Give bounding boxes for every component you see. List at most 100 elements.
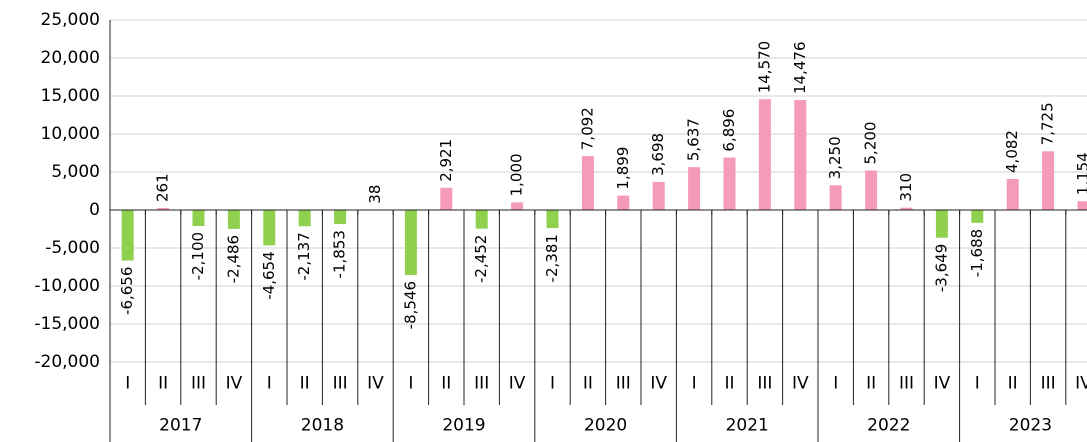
x-tick-label: III [616, 374, 631, 394]
bar [581, 156, 594, 210]
bar [1006, 178, 1019, 210]
bar [758, 99, 771, 210]
value-label: 261 [154, 173, 172, 202]
bar [900, 207, 913, 210]
x-tick-label: IV [650, 374, 667, 394]
x-tick-label: I [125, 374, 130, 394]
x-tick-label: II [441, 374, 451, 394]
y-tick-label: 5,000 [51, 162, 100, 182]
value-label: 3,250 [826, 136, 844, 179]
x-tick-label: IV [367, 374, 384, 394]
value-label: -8,546 [401, 281, 419, 329]
value-label: 1,000 [508, 153, 526, 196]
x-tick-label: III [191, 374, 206, 394]
value-label: 3,698 [649, 133, 667, 176]
y-tick-label: -5,000 [45, 238, 100, 258]
y-tick-label: 0 [89, 200, 100, 220]
group-label: 2017 [159, 416, 202, 436]
x-tick-label: II [583, 374, 593, 394]
value-label: 14,570 [755, 41, 773, 94]
y-tick-label: 15,000 [41, 86, 100, 106]
bar [794, 99, 807, 210]
value-label: -2,381 [543, 234, 561, 282]
bar [121, 210, 134, 261]
value-label: -2,486 [224, 235, 242, 283]
group-label: 2022 [867, 416, 910, 436]
value-label: -2,100 [189, 232, 207, 280]
x-tick-label: IV [934, 374, 951, 394]
x-tick-label: IV [792, 374, 809, 394]
y-tick-label: 10,000 [41, 124, 100, 144]
x-tick-label: II [158, 374, 168, 394]
x-tick-label: III [899, 374, 914, 394]
x-tick-label: III [757, 374, 772, 394]
x-tick-label: IV [226, 374, 243, 394]
value-label: 1,899 [614, 147, 632, 190]
value-label: 2,921 [437, 139, 455, 182]
value-label: -2,137 [295, 232, 313, 280]
value-label: -2,452 [472, 235, 490, 283]
x-tick-label: III [333, 374, 348, 394]
value-label: -6,656 [118, 267, 136, 315]
value-label: -1,688 [968, 229, 986, 277]
value-label: 4,082 [1003, 130, 1021, 173]
x-tick-label: IV [1075, 374, 1087, 394]
value-label: 5,200 [862, 122, 880, 165]
group-label: 2018 [301, 416, 344, 436]
bar [617, 195, 630, 210]
bar [298, 210, 311, 227]
group-label: 2023 [1009, 416, 1052, 436]
bar [440, 187, 453, 210]
value-label: -3,649 [932, 244, 950, 292]
value-label: 6,896 [720, 109, 738, 152]
bar [688, 167, 701, 210]
bar [865, 170, 878, 210]
value-label: 5,637 [685, 118, 703, 161]
group-label: 2020 [584, 416, 627, 436]
bar [546, 210, 559, 229]
y-tick-label: 25,000 [41, 10, 100, 30]
x-tick-label: I [692, 374, 697, 394]
bar [971, 210, 984, 223]
bar [829, 185, 842, 210]
bar [723, 157, 736, 210]
value-label: -4,654 [260, 251, 278, 299]
bar [1042, 151, 1055, 210]
x-tick-label: I [975, 374, 980, 394]
group-label: 2021 [726, 416, 769, 436]
y-tick-label: -15,000 [34, 314, 100, 334]
bar [192, 210, 205, 226]
value-label: 310 [897, 173, 915, 202]
bar [263, 210, 276, 246]
x-tick-label: II [866, 374, 876, 394]
bar [404, 210, 417, 275]
bar [475, 210, 488, 229]
x-tick-label: IV [509, 374, 526, 394]
x-tick-label: II [724, 374, 734, 394]
x-tick-label: I [550, 374, 555, 394]
bar [334, 210, 347, 225]
group-label: 2019 [442, 416, 485, 436]
y-tick-label: -20,000 [34, 352, 100, 372]
x-tick-label: III [474, 374, 489, 394]
bar [511, 202, 524, 210]
bar [227, 210, 240, 229]
value-label: 7,725 [1039, 102, 1057, 145]
bar [652, 181, 665, 210]
x-tick-label: I [408, 374, 413, 394]
x-tick-label: I [267, 374, 272, 394]
bar [1077, 201, 1087, 210]
x-tick-label: III [1041, 374, 1056, 394]
bar [935, 210, 948, 238]
x-tick-label: II [1008, 374, 1018, 394]
x-tick-label: I [833, 374, 838, 394]
y-tick-label: 20,000 [41, 48, 100, 68]
value-label: 38 [366, 185, 384, 204]
bar [157, 208, 170, 210]
value-label: 7,092 [578, 107, 596, 150]
value-label: 14,476 [791, 41, 809, 94]
y-tick-label: -10,000 [34, 276, 100, 296]
x-tick-label: II [300, 374, 310, 394]
value-label: 1,154 [1074, 152, 1087, 195]
